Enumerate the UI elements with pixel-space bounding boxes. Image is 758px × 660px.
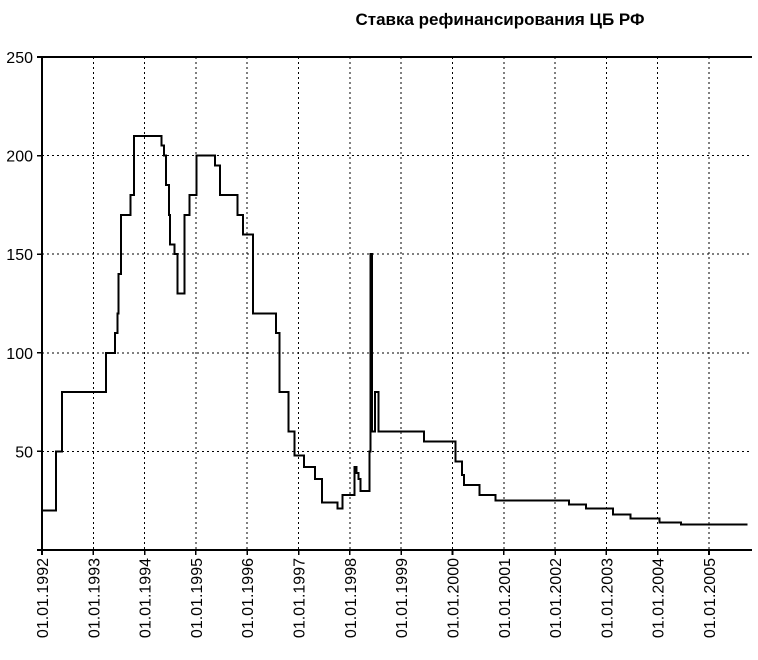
rate-step-line	[42, 134, 748, 526]
x-tick-label: 01.01.2000	[446, 558, 463, 638]
axis-labels: 50 100 150 200 250 01.01.1992 01.01.1993 01.01.…	[6, 50, 719, 638]
x-tick-label: 01.01.1997	[292, 558, 309, 638]
axis-frame	[41, 56, 752, 551]
gridlines	[42, 57, 752, 550]
x-tick-label: 01.01.1999	[394, 558, 411, 638]
chart-title: Ставка рефинансирования ЦБ РФ	[355, 10, 644, 29]
x-tick-label: 01.01.1998	[343, 558, 360, 638]
x-tick-label: 01.01.1992	[35, 558, 52, 638]
y-tick-label: 100	[6, 346, 33, 363]
x-tick-label: 01.01.2004	[651, 558, 668, 638]
y-tick-label: 250	[6, 50, 33, 67]
x-tick-label: 01.01.2003	[599, 558, 616, 638]
y-tick-label: 150	[6, 247, 33, 264]
x-tick-label: 01.01.1993	[86, 558, 103, 638]
x-tick-label: 01.01.2005	[702, 558, 719, 638]
x-tick-label: 01.01.1995	[189, 558, 206, 638]
x-tick-label: 01.01.2001	[497, 558, 514, 638]
y-tick-label: 200	[6, 149, 33, 166]
x-tick-label: 01.01.1996	[240, 558, 257, 638]
axes	[37, 56, 752, 555]
x-tick-label: 01.01.1994	[138, 558, 155, 638]
x-tick-label: 01.01.2002	[548, 558, 565, 638]
y-tick-label: 50	[15, 444, 33, 461]
